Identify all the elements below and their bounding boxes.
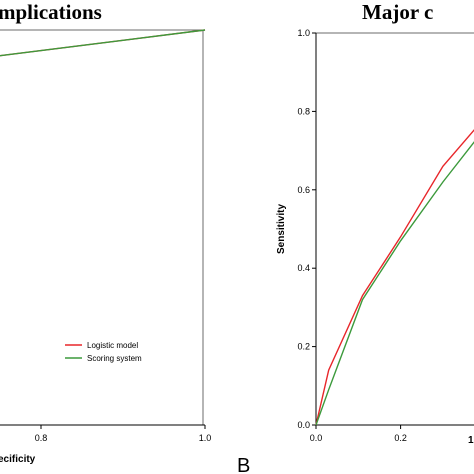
right-x-ticks: 0.00.20. <box>310 425 407 443</box>
right-x-tick-label: 0.0 <box>310 433 323 443</box>
legend-label-logistic: Logistic model <box>87 341 138 350</box>
right-y-axis-label: Sensitivity <box>276 204 287 254</box>
left-legend: Logistic model Scoring system <box>65 341 142 363</box>
right-y-tick-label: 0.6 <box>297 185 310 195</box>
right-chart-title: Major c <box>362 0 433 24</box>
left-series-scoring-system <box>0 29 206 57</box>
right-y-tick-label: 0.0 <box>297 420 310 430</box>
left-roc-chart: mplications 0.60.81.0 ecificity Logistic… <box>0 0 211 465</box>
left-plot-frame <box>0 29 204 426</box>
left-x-ticks: 0.60.81.0 <box>35 425 212 443</box>
right-y-tick-label: 0.4 <box>297 263 310 273</box>
left-x-tick-label: 1.0 <box>199 433 212 443</box>
left-chart-title: mplications <box>0 0 102 24</box>
left-x-axis-label: ecificity <box>0 454 36 465</box>
left-series-lines <box>0 29 206 57</box>
left-x-tick-label: 0.8 <box>35 433 48 443</box>
right-series-lines <box>315 129 474 426</box>
left-series-logistic-model <box>0 29 206 57</box>
right-y-tick-label: 0.8 <box>297 106 310 116</box>
right-y-tick-label: 0.2 <box>297 342 310 352</box>
right-series-scoring-system <box>315 141 474 426</box>
right-y-tick-label: 1.0 <box>297 28 310 38</box>
right-series-logistic-model <box>315 129 474 426</box>
right-y-ticks: 0.0 0.2 0.4 0.6 0.8 1.0 <box>297 28 316 430</box>
legend-label-scoring: Scoring system <box>87 354 142 363</box>
panel-letter-b: B <box>237 455 250 474</box>
right-plot-frame <box>315 32 474 426</box>
right-roc-chart: B Major c 0.00.20. 0.00.20.40.60.81.0 Se… <box>237 0 474 474</box>
right-x-axis-label: 1 <box>468 435 474 446</box>
right-x-tick-label: 0.2 <box>394 433 407 443</box>
